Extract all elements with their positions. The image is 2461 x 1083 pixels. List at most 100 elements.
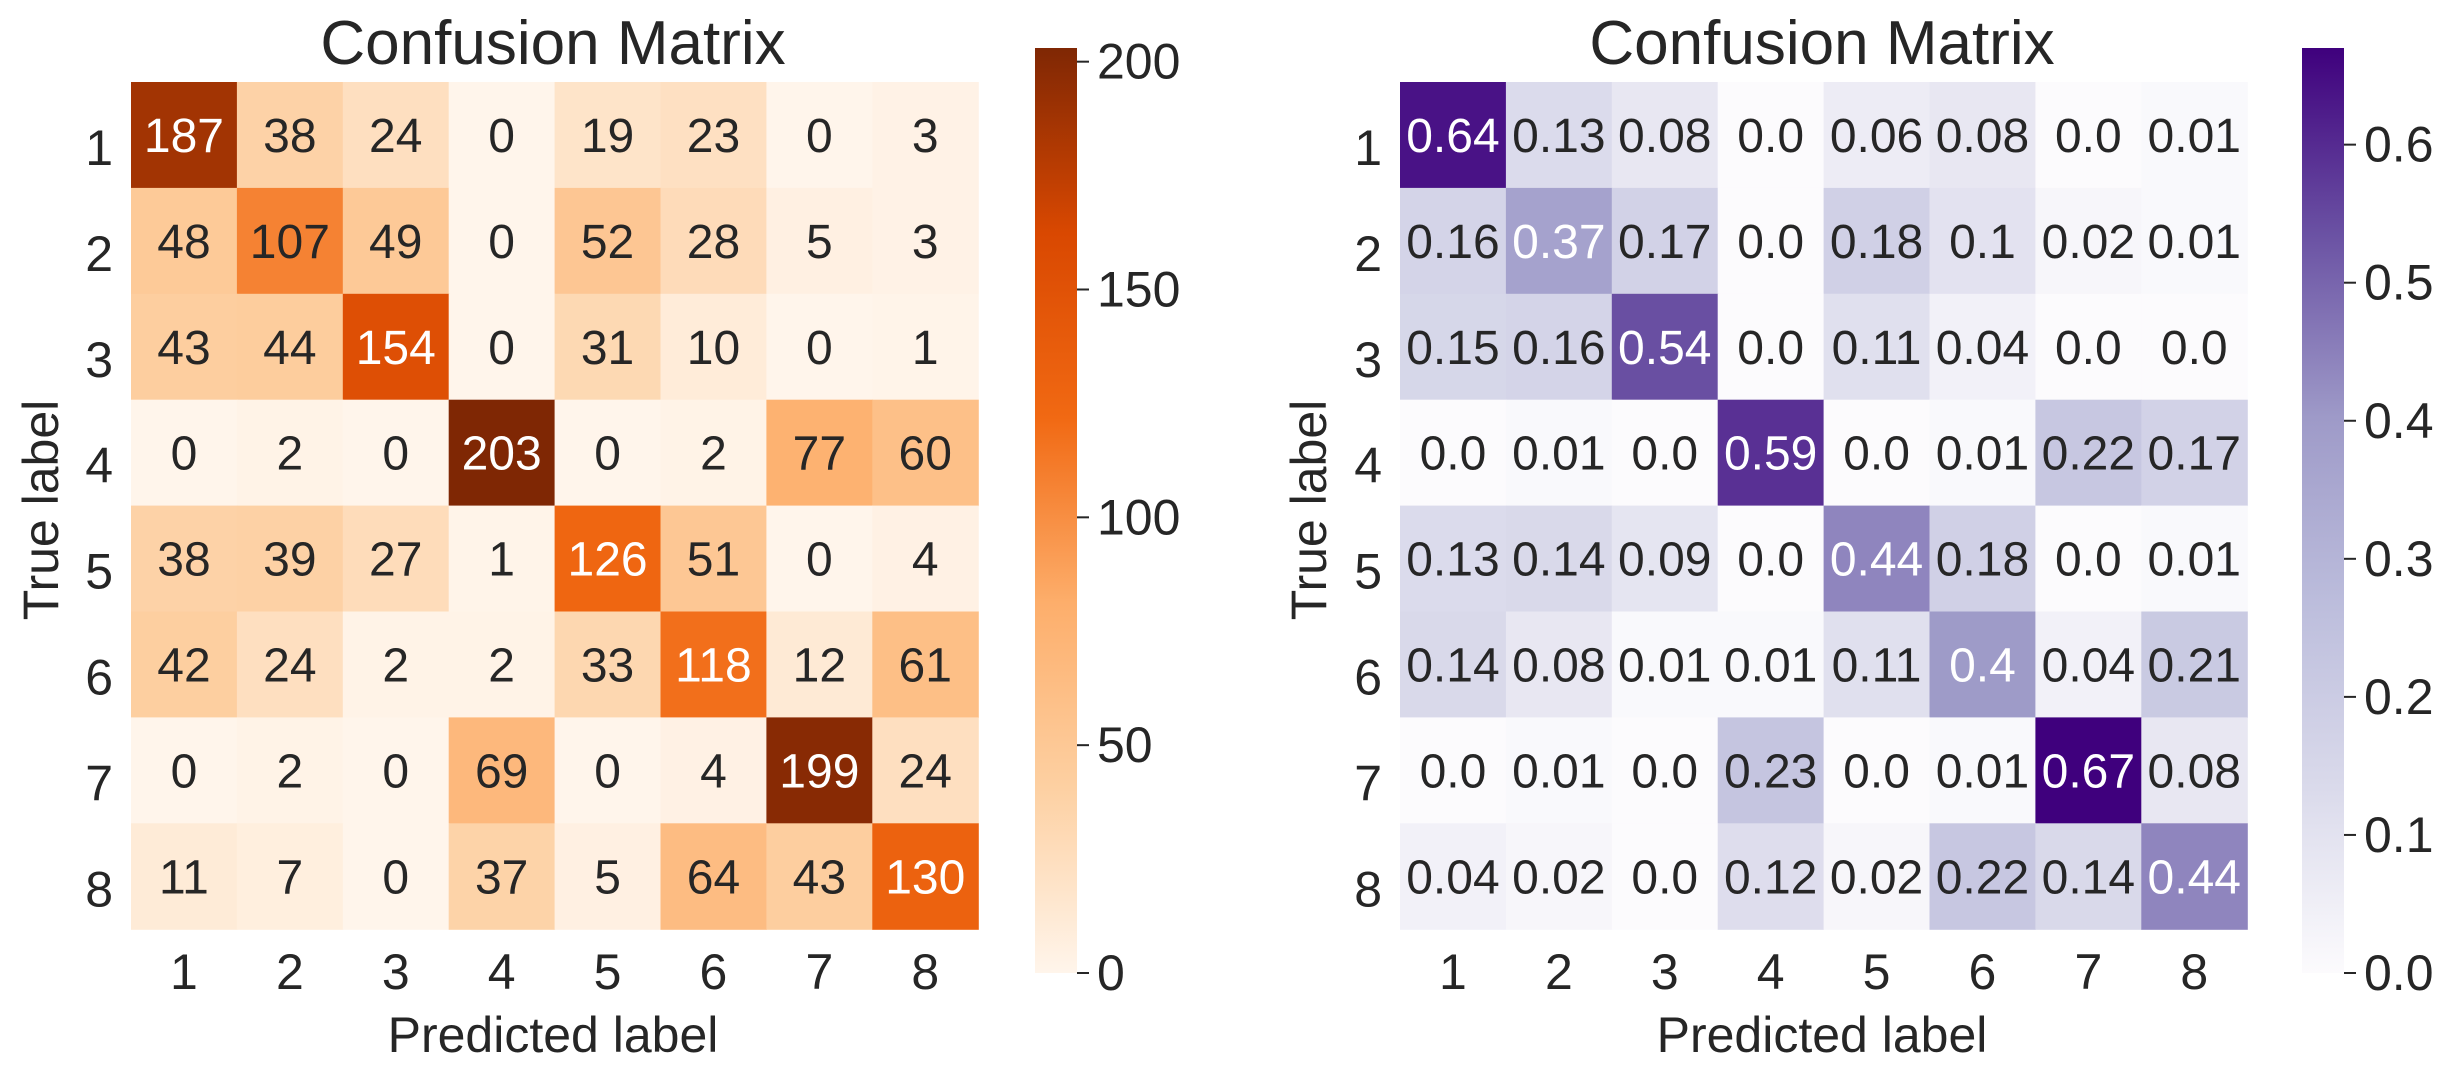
cell-value-label: 0.04	[1406, 851, 1499, 904]
heatmap-cell	[2141, 611, 2248, 718]
cell-value-label: 203	[462, 428, 542, 481]
heatmap-cell	[236, 717, 344, 824]
cell-value-label: 0.0	[1737, 322, 1804, 375]
heatmap-cell	[872, 505, 979, 613]
heatmap-cell	[1400, 187, 1507, 295]
cell-value-label: 118	[675, 639, 752, 692]
heatmap-cell	[2035, 505, 2142, 613]
cell-value-label: 3	[912, 216, 939, 269]
cell-value-label: 0.13	[1512, 110, 1605, 163]
cell-value-label: 61	[899, 639, 952, 692]
cell-value-label: 0.12	[1724, 851, 1817, 904]
heatmap-cell	[1929, 293, 2036, 401]
heatmap-cell	[2141, 187, 2248, 295]
x-tick-label: 4	[1757, 944, 1785, 1000]
heatmap-cell	[1505, 505, 1613, 613]
cell-value-label: 0.59	[1724, 428, 1817, 481]
heatmap-cell	[342, 717, 450, 824]
heatmap-cell	[342, 399, 450, 507]
heatmap-cell	[1611, 293, 1719, 401]
cell-value-label: 126	[568, 534, 648, 587]
heatmap-cell	[2035, 823, 2142, 930]
colorbar	[2302, 48, 2344, 973]
y-tick-label: 2	[1354, 226, 1382, 282]
colorbar-tick-label: 100	[1097, 489, 1180, 545]
cell-value-label: 2	[382, 639, 409, 692]
colorbar-tick-label: 0.4	[2364, 393, 2434, 449]
heatmap-cell	[1717, 82, 1825, 189]
heatmap-cell	[872, 293, 979, 401]
heatmap-cell	[1717, 293, 1825, 401]
heatmap-cell	[1611, 187, 1719, 295]
x-tick-label: 6	[700, 944, 728, 1000]
heatmap-cell	[766, 611, 873, 718]
cell-value-label: 2	[488, 639, 515, 692]
heatmap-cell	[660, 82, 767, 189]
heatmap-cell	[766, 187, 873, 295]
heatmap-cell	[872, 823, 979, 930]
heatmap-cell	[766, 293, 873, 401]
cell-value-label: 39	[263, 534, 316, 587]
heatmap-cell	[1400, 505, 1507, 613]
heatmap-cell	[1823, 717, 1931, 824]
cell-value-label: 0.0	[1843, 745, 1910, 798]
y-tick-label: 5	[85, 544, 113, 600]
y-tick-label: 6	[1354, 649, 1382, 705]
chart-title: Confusion Matrix	[320, 9, 785, 78]
heatmap-cell	[2035, 717, 2142, 824]
heatmap-cell	[554, 399, 662, 507]
heatmap-cell	[2035, 399, 2142, 507]
colorbar-tick-label: 0.2	[2364, 669, 2434, 725]
cell-value-label: 0.01	[2148, 110, 2241, 163]
heatmap-cell	[2035, 611, 2142, 718]
heatmap-cell	[448, 187, 556, 295]
colorbar-tick-label: 0.1	[2364, 807, 2434, 863]
y-tick-label: 3	[1354, 332, 1382, 388]
cell-value-label: 0.01	[1618, 639, 1711, 692]
heatmap-cell	[1611, 717, 1719, 824]
x-axis-label: Predicted label	[1657, 1007, 1988, 1063]
cell-value-label: 49	[369, 216, 422, 269]
cell-value-label: 130	[885, 851, 965, 904]
cell-value-label: 0.17	[2148, 428, 2241, 481]
colorbar-ticks: 0 50 100 150 200	[1077, 34, 1180, 1001]
heatmap-cell	[2141, 293, 2248, 401]
cell-value-label: 0.16	[1512, 322, 1605, 375]
heatmap-cell	[660, 611, 767, 718]
heatmap-cell	[1505, 717, 1613, 824]
heatmap-cell	[448, 823, 556, 930]
x-tick-label: 7	[805, 944, 833, 1000]
cell-value-label: 77	[793, 428, 846, 481]
x-tick-label: 2	[276, 944, 304, 1000]
heatmap-cell	[1823, 823, 1931, 930]
heatmap-cell	[2141, 399, 2248, 507]
heatmap-cell	[448, 505, 556, 613]
heatmap-cell	[1823, 82, 1931, 189]
cell-value-label: 0	[171, 428, 198, 481]
x-tick-label: 4	[488, 944, 516, 1000]
heatmap-cell	[1929, 717, 2036, 824]
x-tick-label: 5	[594, 944, 622, 1000]
heatmap-cell	[236, 823, 344, 930]
x-tick-label: 8	[911, 944, 939, 1000]
heatmap-cell	[342, 505, 450, 613]
y-tick-label: 2	[85, 226, 113, 282]
cell-value-label: 0.01	[1512, 428, 1605, 481]
cell-value-label: 107	[250, 216, 330, 269]
cell-value-label: 0.18	[1830, 216, 1923, 269]
cell-value-label: 0	[382, 428, 409, 481]
cell-value-label: 5	[806, 216, 833, 269]
heatmap-cell	[554, 823, 662, 930]
heatmap-cell	[1717, 717, 1825, 824]
cell-value-label: 0.08	[1512, 639, 1605, 692]
cell-value-label: 0.44	[1830, 534, 1923, 587]
cell-value-label: 0.67	[2042, 745, 2135, 798]
cell-value-label: 0.0	[2055, 322, 2122, 375]
cell-value-label: 0	[594, 745, 621, 798]
heatmap-cell	[766, 82, 873, 189]
cell-value-label: 48	[157, 216, 210, 269]
heatmap-cell	[766, 399, 873, 507]
colorbar-ticks: 0.0 0.1 0.2 0.3 0.4 0.5 0.6	[2344, 117, 2434, 1001]
heatmap-cell	[660, 505, 767, 613]
